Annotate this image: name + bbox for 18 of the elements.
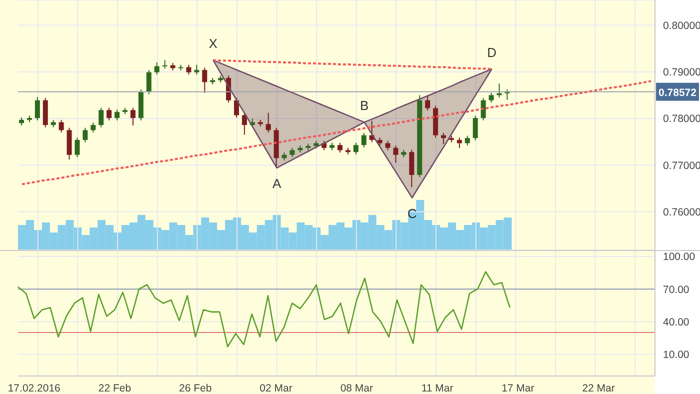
- x-tick-label: 26 Feb: [179, 382, 212, 394]
- data-label: C: [407, 206, 417, 221]
- x-tick-label: 22 Feb: [98, 382, 132, 394]
- y-tick-label: 100.00: [663, 251, 696, 264]
- x-tick-label: 08 Mar: [340, 382, 374, 394]
- x-tick-label: 11 Mar: [421, 382, 454, 394]
- x-tick-label: 02 Mar: [260, 382, 293, 394]
- y-tick-label: 10.00: [663, 349, 690, 362]
- y-tick-label: 70.00: [663, 284, 690, 296]
- data-label: D: [487, 45, 496, 60]
- y-tick-label: 40.00: [663, 316, 690, 328]
- data-label: A: [272, 176, 282, 191]
- ref-line-label: 0.78572: [658, 86, 697, 99]
- x-tick-label: 22 Mar: [582, 382, 616, 394]
- data-label: X: [208, 36, 218, 52]
- x-tick-label: 17.02.2016: [8, 382, 61, 394]
- x-tick-label: 17 Mar: [502, 382, 535, 394]
- data-label: B: [360, 98, 369, 114]
